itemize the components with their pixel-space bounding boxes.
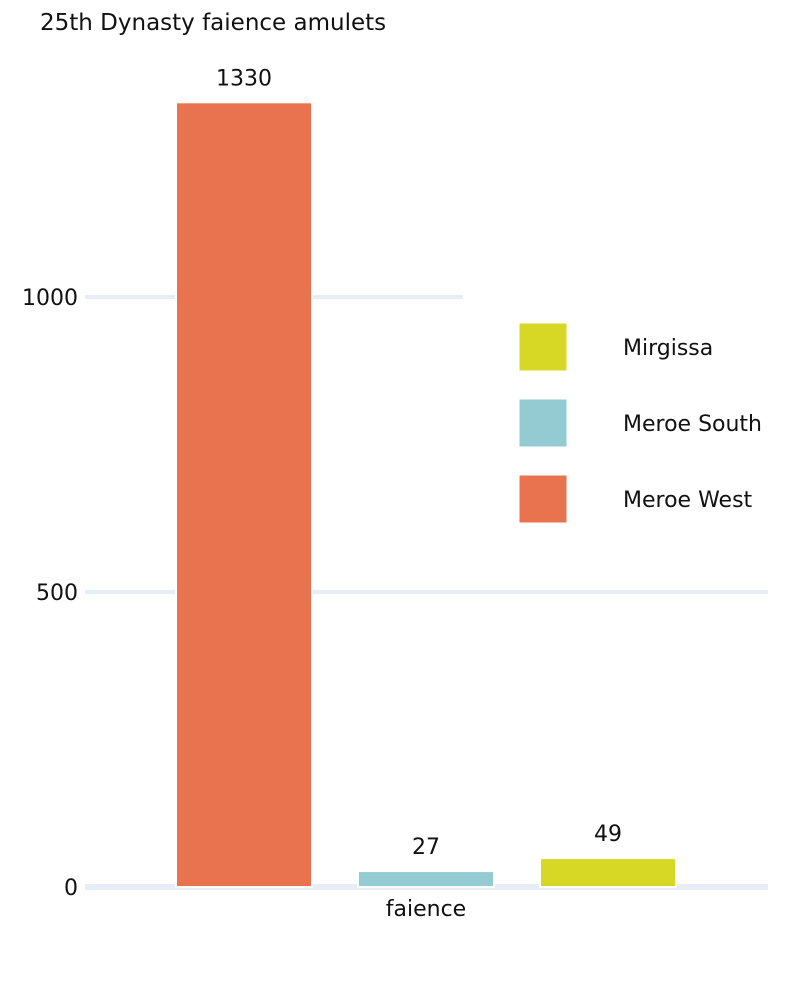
y-tick-label: 1000 xyxy=(22,286,78,311)
legend-label: Mirgissa xyxy=(623,336,713,361)
legend-swatch xyxy=(518,322,568,372)
y-tick-label: 500 xyxy=(36,581,78,606)
bar-meroe-south xyxy=(357,870,495,889)
data-labels: 1330 27 49 xyxy=(216,66,622,860)
data-label: 27 xyxy=(412,835,440,860)
legend-label: Meroe West xyxy=(623,488,753,513)
legend-swatch xyxy=(518,398,568,448)
data-label: 49 xyxy=(594,822,622,847)
legend: Mirgissa Meroe South Meroe West xyxy=(518,322,762,524)
legend-label: Meroe South xyxy=(623,412,762,437)
bars xyxy=(175,101,677,889)
chart-title: 25th Dynasty faience amulets xyxy=(40,10,386,36)
x-tick-label: faience xyxy=(386,897,466,922)
x-axis-ticks: faience xyxy=(386,897,466,922)
data-label: 1330 xyxy=(216,66,272,91)
bar-mirgissa xyxy=(539,857,677,889)
y-axis-ticks: 0 500 1000 xyxy=(22,286,78,901)
y-tick-label: 0 xyxy=(64,876,78,901)
bar-meroe-west xyxy=(175,101,313,889)
legend-swatch xyxy=(518,474,568,524)
